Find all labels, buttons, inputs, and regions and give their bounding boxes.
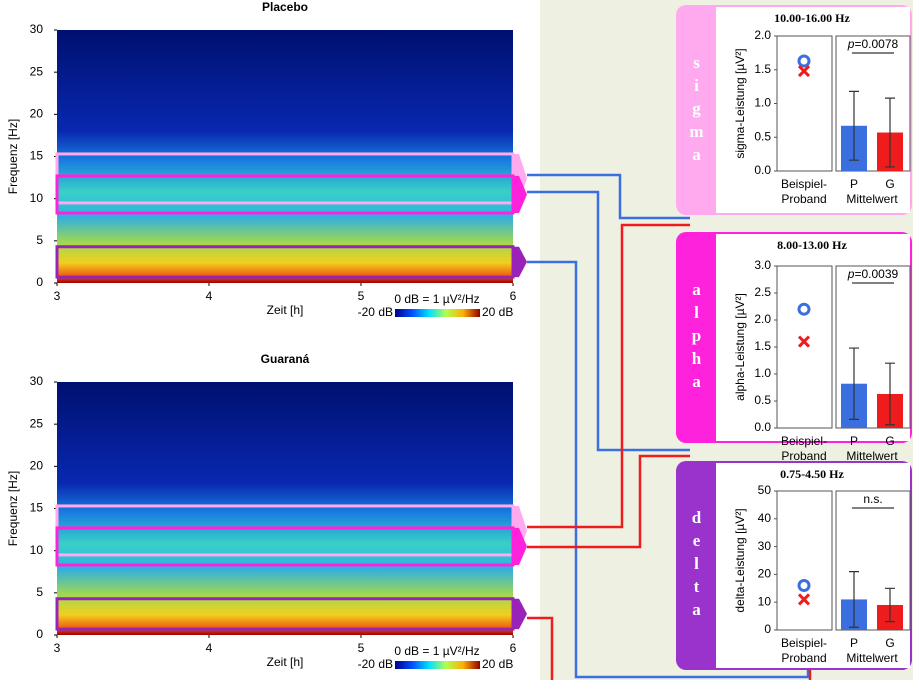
y-tick-label: 0.5 xyxy=(754,393,771,407)
side-label: delta xyxy=(676,486,716,645)
y-tick-label: 2.5 xyxy=(754,285,771,299)
y-tick-label: 0 xyxy=(36,275,43,289)
y-tick-label: 10 xyxy=(758,594,772,608)
y-tick-label: 10 xyxy=(30,543,44,557)
x-tick-label: P xyxy=(850,177,858,191)
y-tick-label: 10 xyxy=(30,191,44,205)
y-tick-label: 1.5 xyxy=(754,62,771,76)
colorbar-min: -20 dB xyxy=(358,657,393,671)
group-label: Mittelwert xyxy=(846,192,898,206)
x-tick-label: P xyxy=(850,434,858,448)
x-tick-label: 6 xyxy=(510,289,517,303)
y-tick-label: 3.0 xyxy=(754,258,771,272)
y-tick-label: 0 xyxy=(764,622,771,636)
connector xyxy=(527,225,690,527)
example-label: Beispiel- xyxy=(781,434,827,448)
significance-part: =0.0078 xyxy=(854,37,898,51)
y-axis-label: Frequenz [Hz] xyxy=(6,119,20,194)
y-tick-label: 0 xyxy=(36,627,43,641)
x-tick-label: 6 xyxy=(510,641,517,655)
y-tick-label: 1.0 xyxy=(754,96,771,110)
chart: Placebo0510152025303456Zeit [h]Frequenz … xyxy=(0,0,913,680)
x-tick-label: G xyxy=(885,177,894,191)
colorbar xyxy=(395,309,480,317)
y-tick-label: 25 xyxy=(30,64,44,78)
colorbar-label: 0 dB = 1 µV²/Hz xyxy=(394,292,479,306)
chart-title: Guaraná xyxy=(261,352,310,366)
y-axis-label: alpha-Leistung [µV²] xyxy=(733,293,747,401)
y-tick-label: 5 xyxy=(36,585,43,599)
y-axis-label: delta-Leistung [µV²] xyxy=(733,508,747,612)
connector xyxy=(527,192,690,450)
figure: Placebo0510152025303456Zeit [h]Frequenz … xyxy=(0,0,913,680)
x-axis-label: Zeit [h] xyxy=(267,655,304,669)
side-label: alpha xyxy=(676,257,716,418)
significance: n.s. xyxy=(863,492,882,506)
y-tick-label: 1.0 xyxy=(754,366,771,380)
y-tick-label: 40 xyxy=(758,511,772,525)
y-axis-label: sigma-Leistung [µV²] xyxy=(733,48,747,158)
y-tick-label: 30 xyxy=(30,374,44,388)
colorbar-max: 20 dB xyxy=(482,305,513,319)
colorbar xyxy=(395,661,480,669)
y-tick-label: 0.0 xyxy=(754,163,771,177)
y-tick-label: 20 xyxy=(30,459,44,473)
example-label: Proband xyxy=(781,651,826,665)
y-tick-label: 0.0 xyxy=(754,420,771,434)
y-tick-label: 50 xyxy=(758,483,772,497)
spectrogram-image xyxy=(57,30,513,283)
x-axis-label: Zeit [h] xyxy=(267,303,304,317)
x-tick-label: 3 xyxy=(54,641,61,655)
y-tick-label: 30 xyxy=(758,539,772,553)
x-tick-label: 5 xyxy=(358,289,365,303)
colorbar-max: 20 dB xyxy=(482,657,513,671)
x-tick-label: 4 xyxy=(206,641,213,655)
y-tick-label: 15 xyxy=(30,149,44,163)
connector xyxy=(527,175,690,218)
example-label: Proband xyxy=(781,192,826,206)
significance: p=0.0078 xyxy=(847,37,899,51)
panel-title: 0.75-4.50 Hz xyxy=(780,467,844,481)
significance: p=0.0039 xyxy=(847,267,899,281)
y-tick-label: 5 xyxy=(36,233,43,247)
colorbar-label: 0 dB = 1 µV²/Hz xyxy=(394,644,479,658)
x-tick-label: G xyxy=(885,434,894,448)
significance-part: =0.0039 xyxy=(854,267,898,281)
y-tick-label: 1.5 xyxy=(754,339,771,353)
y-axis-label: Frequenz [Hz] xyxy=(6,471,20,546)
significance-part: n.s. xyxy=(863,492,882,506)
y-tick-label: 30 xyxy=(30,22,44,36)
x-tick-label: 3 xyxy=(54,289,61,303)
y-tick-label: 20 xyxy=(758,567,772,581)
x-tick-label: G xyxy=(885,636,894,650)
y-tick-label: 15 xyxy=(30,501,44,515)
chart-title: Placebo xyxy=(262,0,308,14)
y-tick-label: 2.0 xyxy=(754,312,771,326)
group-label: Mittelwert xyxy=(846,651,898,665)
y-tick-label: 0.5 xyxy=(754,129,771,143)
y-tick-label: 20 xyxy=(30,107,44,121)
example-label: Beispiel- xyxy=(781,636,827,650)
x-tick-label: P xyxy=(850,636,858,650)
x-tick-label: 4 xyxy=(206,289,213,303)
x-tick-label: 5 xyxy=(358,641,365,655)
y-tick-label: 25 xyxy=(30,416,44,430)
panel-title: 10.00-16.00 Hz xyxy=(774,11,850,25)
side-label: sigma xyxy=(676,30,716,190)
y-tick-label: 2.0 xyxy=(754,28,771,42)
colorbar-min: -20 dB xyxy=(358,305,393,319)
panel-title: 8.00-13.00 Hz xyxy=(777,238,847,252)
spectrogram-image xyxy=(57,382,513,635)
connector xyxy=(527,456,690,547)
example-label: Beispiel- xyxy=(781,177,827,191)
